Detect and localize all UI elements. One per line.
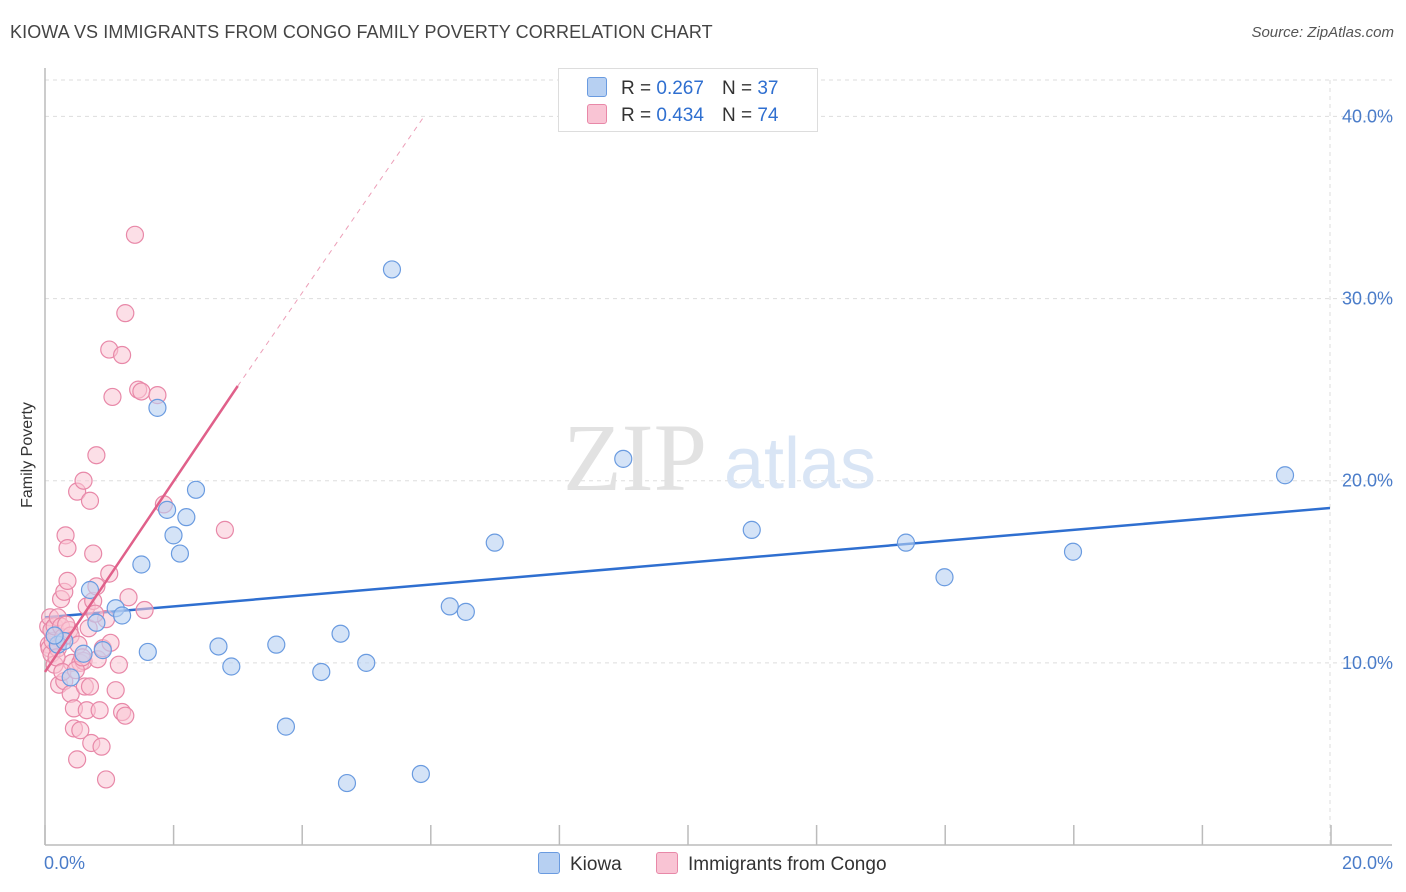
kiowa-point-28 — [456, 602, 475, 621]
congo-point-41 — [87, 446, 106, 465]
kiowa-n-label: N = — [721, 78, 753, 99]
kiowa-point-34 — [1063, 542, 1083, 561]
y-tick-label-0: 10.0% — [1342, 653, 1393, 673]
tick-labels: 10.0% 20.0% 30.0% 40.0% 0.0% 20.0% — [44, 106, 1393, 873]
y-tick-label-1: 20.0% — [1342, 471, 1393, 491]
chart-title: KIOWA VS IMMIGRANTS FROM CONGO FAMILY PO… — [10, 22, 713, 42]
congo-point-54 — [109, 655, 128, 674]
kiowa-point-4 — [80, 580, 100, 600]
congo-point-66 — [215, 520, 234, 539]
watermark-zip: ZIP — [563, 404, 707, 511]
congo-n-label: N = — [721, 105, 753, 126]
x-tick-label-1: 20.0% — [1342, 853, 1393, 873]
congo-trend-line — [43, 385, 239, 673]
kiowa-point-21 — [312, 662, 331, 682]
congo-trend-line-extension — [237, 116, 425, 387]
bottom-congo-swatch — [656, 852, 678, 874]
bottom-legend-kiowa: Kiowa — [538, 852, 622, 876]
kiowa-r-label: R = — [621, 78, 652, 99]
congo-point-53 — [106, 681, 125, 700]
congo-point-59 — [119, 588, 138, 607]
x-tick-label-0: 0.0% — [44, 853, 85, 873]
kiowa-point-22 — [331, 624, 350, 643]
kiowa-point-5 — [87, 613, 106, 632]
congo-point-62 — [132, 382, 151, 401]
kiowa-point-6 — [93, 641, 112, 660]
data-points — [39, 225, 1295, 793]
kiowa-r-value: 0.267 — [656, 78, 704, 99]
congo-point-27 — [68, 750, 87, 769]
congo-point-31 — [74, 471, 93, 490]
kiowa-point-2 — [61, 668, 80, 687]
kiowa-point-35 — [1275, 466, 1295, 485]
kiowa-point-10 — [138, 642, 157, 662]
bottom-congo-label: Immigrants from Congo — [688, 854, 887, 875]
kiowa-point-13 — [164, 526, 183, 545]
kiowa-point-30 — [614, 449, 633, 468]
kiowa-point-27 — [440, 597, 459, 616]
bottom-kiowa-label: Kiowa — [570, 854, 622, 875]
kiowa-point-11 — [148, 398, 167, 417]
kiowa-point-24 — [357, 653, 376, 672]
kiowa-point-31 — [742, 520, 761, 539]
kiowa-point-36 — [45, 626, 64, 645]
congo-point-60 — [125, 225, 145, 244]
kiowa-trend-line — [44, 506, 1331, 619]
congo-point-48 — [96, 770, 116, 789]
kiowa-point-19 — [267, 635, 286, 654]
congo-point-30 — [71, 721, 90, 740]
congo-point-58 — [116, 706, 135, 725]
kiowa-point-26 — [411, 764, 430, 784]
kiowa-point-18 — [222, 657, 241, 676]
kiowa-point-23 — [337, 773, 357, 793]
congo-r-label: R = — [621, 105, 652, 126]
kiowa-point-17 — [209, 637, 228, 656]
congo-point-52 — [103, 387, 122, 407]
kiowa-point-32 — [896, 533, 916, 552]
kiowa-point-25 — [382, 260, 402, 279]
kiowa-point-33 — [935, 568, 954, 587]
congo-swatch — [587, 104, 607, 124]
kiowa-point-3 — [74, 644, 93, 663]
trend-lines — [44, 116, 1331, 619]
congo-point-55 — [112, 345, 132, 365]
gridlines — [45, 79, 1392, 845]
kiowa-n-value: 37 — [757, 78, 779, 99]
kiowa-point-29 — [485, 533, 504, 552]
congo-n-value: 74 — [757, 105, 779, 126]
legend-row-congo: R = 0.434 N = 74 — [587, 104, 778, 127]
kiowa-swatch — [587, 77, 607, 97]
congo-point-44 — [90, 701, 109, 720]
kiowa-point-16 — [186, 480, 206, 499]
source-label: Source: ZipAtlas.com — [1251, 24, 1394, 41]
correlation-legend: R = 0.267 N = 37 R = 0.434 N = 74 — [558, 68, 818, 132]
kiowa-point-8 — [112, 606, 132, 625]
y-tick-label-3: 40.0% — [1342, 106, 1393, 126]
congo-point-18 — [58, 539, 77, 558]
y-tick-label-2: 30.0% — [1342, 289, 1393, 309]
congo-point-36 — [80, 491, 100, 510]
kiowa-point-9 — [132, 555, 151, 574]
congo-point-45 — [92, 737, 111, 756]
congo-point-37 — [80, 677, 100, 696]
axes — [44, 68, 1392, 846]
congo-point-19 — [58, 571, 77, 590]
kiowa-point-14 — [170, 544, 190, 563]
congo-point-57 — [116, 304, 135, 323]
bottom-kiowa-swatch — [538, 852, 560, 874]
kiowa-point-15 — [177, 508, 196, 527]
congo-r-value: 0.434 — [656, 105, 704, 126]
legend-row-kiowa: R = 0.267 N = 37 — [587, 77, 778, 100]
congo-point-39 — [84, 544, 103, 563]
kiowa-point-20 — [276, 717, 296, 736]
kiowa-point-12 — [157, 500, 177, 519]
congo-point-63 — [135, 600, 154, 620]
bottom-legend-congo: Immigrants from Congo — [656, 852, 887, 876]
watermark-atlas: atlas — [724, 424, 876, 504]
